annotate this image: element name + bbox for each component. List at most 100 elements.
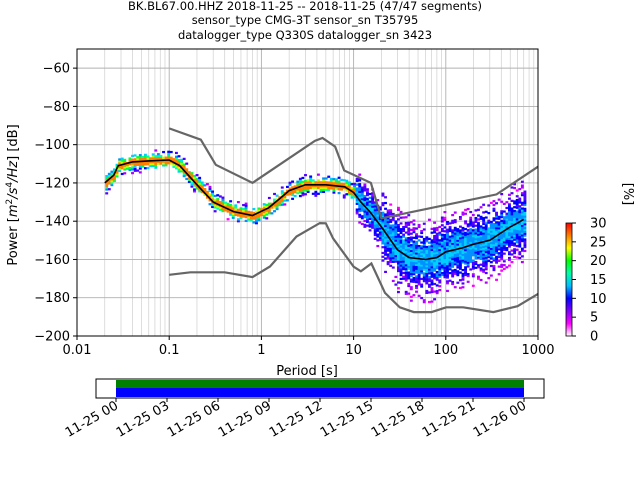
heatmap-cell [386, 217, 390, 220]
heatmap-cell [500, 227, 504, 230]
heatmap-cell [275, 207, 279, 211]
heatmap-cell [412, 223, 416, 226]
heatmap-cell [404, 290, 408, 294]
heatmap-cell [389, 234, 393, 237]
heatmap-cell [420, 283, 424, 286]
heatmap-cell [327, 181, 331, 184]
heatmap-cell [443, 245, 447, 248]
heatmap-cell [208, 203, 212, 206]
heatmap-cell [515, 233, 519, 236]
heatmap-cell [464, 266, 468, 269]
heatmap-cell [376, 225, 380, 229]
heatmap-cell [433, 246, 437, 249]
heatmap-cell [456, 243, 460, 246]
heatmap-cell [306, 185, 310, 188]
heatmap-cell [453, 261, 457, 264]
heatmap-cell [156, 156, 160, 160]
heatmap-cell [267, 212, 271, 215]
heatmap-cell [262, 203, 266, 206]
heatmap-cell [430, 254, 434, 257]
heatmap-cell [316, 179, 320, 182]
heatmap-cell [239, 209, 243, 212]
x-tick-label: 0.01 [63, 343, 92, 358]
heatmap-cell [399, 264, 403, 267]
heatmap-cell [146, 166, 150, 170]
heatmap-cell [469, 256, 473, 260]
heatmap-cell [456, 256, 460, 259]
heatmap-cell [399, 258, 403, 261]
heatmap-cell [156, 162, 160, 165]
heatmap-cell [164, 162, 168, 165]
heatmap-cell [489, 245, 493, 248]
heatmap-cell [492, 247, 496, 251]
heatmap-cell [422, 264, 426, 267]
heatmap-cell [156, 153, 160, 156]
heatmap-cell [505, 222, 509, 225]
heatmap-cell [368, 225, 372, 228]
heatmap-cell [360, 199, 364, 203]
heatmap-cell [427, 272, 431, 275]
heatmap-cell [257, 215, 261, 218]
heatmap-cell [513, 206, 517, 209]
heatmap-cell [438, 258, 442, 261]
heatmap-cell [409, 255, 413, 258]
heatmap-cell [391, 218, 395, 221]
heatmap-cell [407, 250, 411, 253]
heatmap-cell [417, 246, 421, 250]
heatmap-cell [409, 240, 413, 243]
heatmap-cell [453, 245, 457, 249]
heatmap-cell [314, 194, 318, 197]
heatmap-cell [358, 215, 362, 218]
heatmap-cell [471, 265, 475, 268]
heatmap-cell [479, 254, 483, 257]
heatmap-cell [131, 172, 134, 175]
heatmap-cell [407, 252, 411, 255]
heatmap-cell [458, 265, 462, 268]
heatmap-cell [105, 178, 109, 182]
heatmap-cell [420, 272, 424, 275]
heatmap-cell [482, 203, 486, 206]
heatmap-cell [484, 210, 488, 213]
heatmap-cell [484, 245, 488, 248]
heatmap-cell [523, 249, 527, 253]
heatmap-cell [515, 195, 519, 198]
heatmap-cell [342, 194, 346, 197]
heatmap-cell [151, 160, 155, 164]
heatmap-cell [193, 178, 196, 182]
heatmap-cell [466, 207, 470, 211]
heatmap-cell [497, 229, 501, 232]
time-tick-label: 11-25 15 [318, 398, 376, 440]
heatmap-cell [513, 248, 517, 251]
heatmap-cell [316, 186, 320, 190]
heatmap-cell [513, 186, 517, 190]
heatmap-cell [257, 213, 261, 216]
heatmap-cell [513, 217, 517, 220]
heatmap-cell [453, 263, 457, 266]
heatmap-cell [399, 277, 403, 281]
heatmap-cell [482, 245, 486, 248]
heatmap-cell [412, 278, 416, 282]
heatmap-cell [474, 247, 478, 250]
heatmap-cell [373, 220, 377, 223]
heatmap-cell [381, 238, 385, 241]
heatmap-cell [492, 268, 496, 272]
heatmap-cell [438, 239, 442, 242]
heatmap-cell [404, 248, 408, 251]
heatmap-cell [466, 251, 470, 255]
heatmap-cell [482, 217, 486, 220]
heatmap-cell [412, 273, 416, 276]
heatmap-cell [234, 213, 238, 217]
heatmap-cell [492, 240, 496, 243]
heatmap-cell [446, 282, 449, 285]
heatmap-cell [456, 266, 460, 269]
heatmap-cell [397, 262, 400, 265]
heatmap-cell [479, 244, 483, 247]
heatmap-cell [440, 260, 444, 263]
heatmap-cell [200, 191, 204, 194]
heatmap-cell [381, 221, 385, 224]
heatmap-cell [154, 164, 158, 167]
heatmap-cell [391, 237, 395, 240]
heatmap-cell [384, 228, 387, 231]
heatmap-cell [394, 220, 398, 223]
heatmap-cell [482, 257, 486, 260]
